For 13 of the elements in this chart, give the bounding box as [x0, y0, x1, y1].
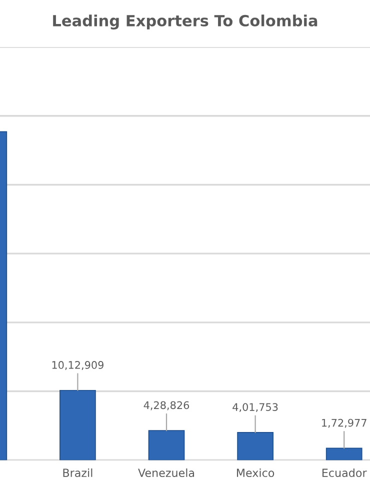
- x-tick-label: Venezuela: [138, 468, 194, 478]
- bar: [60, 390, 96, 460]
- chart-title: Leading Exporters To Colombia: [53, 14, 318, 30]
- data-label: 4,01,753: [232, 403, 278, 412]
- data-label: 4,28,826: [144, 401, 190, 410]
- x-tick-label: Brazil: [63, 468, 92, 478]
- bar: [148, 430, 185, 460]
- data-label: 1,72,977: [322, 418, 366, 428]
- bar: [326, 448, 362, 460]
- x-tick-label: Ecuador: [322, 468, 367, 478]
- data-label: 10,12,909: [52, 361, 104, 370]
- x-tick-label: Mexico: [236, 468, 274, 478]
- bar: [237, 432, 274, 460]
